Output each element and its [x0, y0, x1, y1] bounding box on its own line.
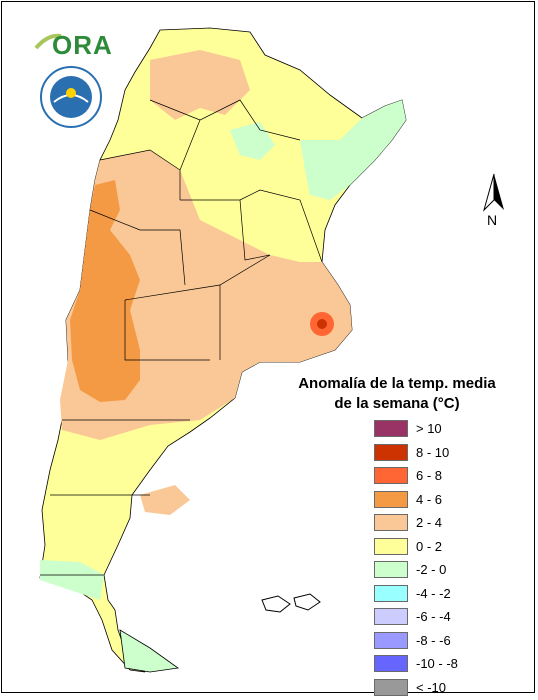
zone-minus2-0-south: [40, 560, 104, 600]
zone-minus2-0-nw: [230, 122, 275, 160]
legend-swatch: [374, 655, 408, 672]
malvinas-islands: [261, 593, 321, 613]
zone-8-10: [317, 319, 327, 329]
legend-swatch: [374, 490, 408, 508]
legend-label: -4 - -2: [416, 585, 451, 601]
zone-4-6: [70, 180, 140, 402]
legend-label: 0 - 2: [416, 538, 443, 554]
legend-swatch: [374, 584, 408, 602]
legend-swatch: [374, 678, 408, 696]
legend-swatch: [374, 608, 408, 625]
legend-title-line2: de la semana (°C): [334, 395, 460, 412]
smn-seal-icon: [40, 66, 102, 128]
legend-swatch: [374, 420, 408, 437]
legend-label: -2 - 0: [416, 562, 447, 577]
legend-label: < -10: [416, 679, 446, 695]
legend-swatch: [374, 561, 408, 578]
legend-swatch: [374, 537, 408, 555]
north-arrow-icon: [483, 173, 504, 212]
zone-2-4-south-patch: [140, 485, 190, 515]
legend-swatch: [374, 514, 408, 531]
legend-swatch: [374, 443, 408, 461]
legend-label: 4 - 6: [416, 491, 443, 507]
legend-swatch: [374, 467, 408, 484]
legend-swatch: [374, 631, 408, 649]
legend-label: -10 - -8: [416, 656, 458, 671]
ora-swoosh-icon: [34, 33, 62, 50]
legend-label: > 10: [416, 421, 442, 436]
tierra-del-fuego: [119, 629, 180, 673]
legend-label: -6 - -4: [416, 609, 451, 624]
zone-minus2-0-ne: [300, 100, 406, 200]
north-label: N: [487, 212, 498, 228]
zone-2-4-north: [150, 50, 250, 120]
legend-label: -8 - -6: [416, 632, 451, 648]
legend-label: 6 - 8: [416, 468, 443, 483]
legend-title-line1: Anomalía de la temp. media: [298, 375, 496, 392]
province-borders: [40, 99, 323, 576]
legend-title: Anomalía de la temp. media de la semana …: [292, 374, 502, 414]
legend-label: 2 - 4: [416, 515, 443, 530]
ora-logo-text: ORA: [52, 30, 113, 60]
legend-label: 8 - 10: [416, 444, 450, 460]
